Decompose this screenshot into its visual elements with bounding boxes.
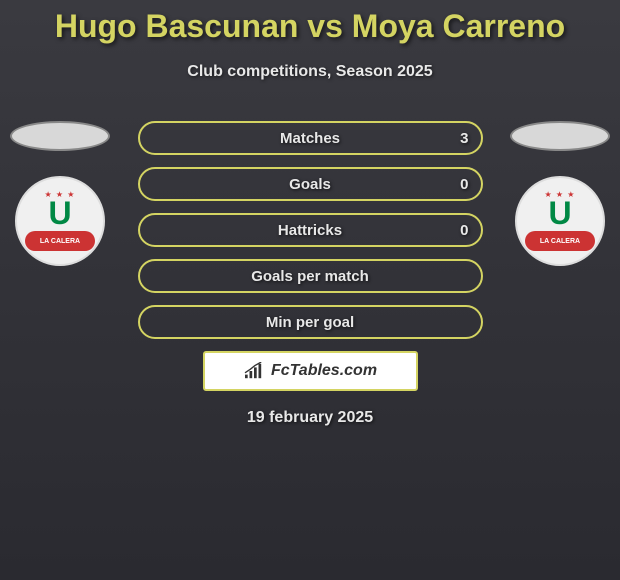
stat-row-hattricks: Hattricks 0 bbox=[138, 213, 483, 247]
player-left-team-badge: ★ ★ ★ U LA CALERA bbox=[15, 176, 105, 266]
stat-row-goals-per-match: Goals per match bbox=[138, 259, 483, 293]
content-area: ★ ★ ★ U LA CALERA ★ ★ ★ U LA CALERA Matc… bbox=[0, 121, 620, 427]
stat-right-value: 3 bbox=[460, 130, 468, 147]
player-right-team-badge: ★ ★ ★ U LA CALERA bbox=[515, 176, 605, 266]
comparison-date: 19 february 2025 bbox=[0, 409, 620, 427]
player-left-avatar-placeholder bbox=[10, 121, 110, 151]
stat-right-value: 0 bbox=[460, 176, 468, 193]
stat-row-goals: Goals 0 bbox=[138, 167, 483, 201]
stat-label: Goals bbox=[289, 176, 331, 193]
player-left-column: ★ ★ ★ U LA CALERA bbox=[10, 121, 110, 266]
stat-label: Matches bbox=[280, 130, 340, 147]
stat-row-matches: Matches 3 bbox=[138, 121, 483, 155]
brand-text: FcTables.com bbox=[271, 362, 377, 380]
comparison-subtitle: Club competitions, Season 2025 bbox=[0, 63, 620, 81]
brand-link[interactable]: FcTables.com bbox=[203, 351, 418, 391]
stat-label: Hattricks bbox=[278, 222, 342, 239]
stat-label: Min per goal bbox=[266, 314, 354, 331]
badge-ribbon-text: LA CALERA bbox=[525, 231, 595, 251]
comparison-title: Hugo Bascunan vs Moya Carreno bbox=[0, 0, 620, 45]
player-right-avatar-placeholder bbox=[510, 121, 610, 151]
badge-letter: U bbox=[517, 197, 603, 229]
badge-ribbon-text: LA CALERA bbox=[25, 231, 95, 251]
stat-right-value: 0 bbox=[460, 222, 468, 239]
badge-letter: U bbox=[17, 197, 103, 229]
stat-row-min-per-goal: Min per goal bbox=[138, 305, 483, 339]
stats-container: Matches 3 Goals 0 Hattricks 0 Goals per … bbox=[138, 121, 483, 339]
stat-label: Goals per match bbox=[251, 268, 369, 285]
player-right-column: ★ ★ ★ U LA CALERA bbox=[510, 121, 610, 266]
chart-icon bbox=[243, 362, 265, 380]
